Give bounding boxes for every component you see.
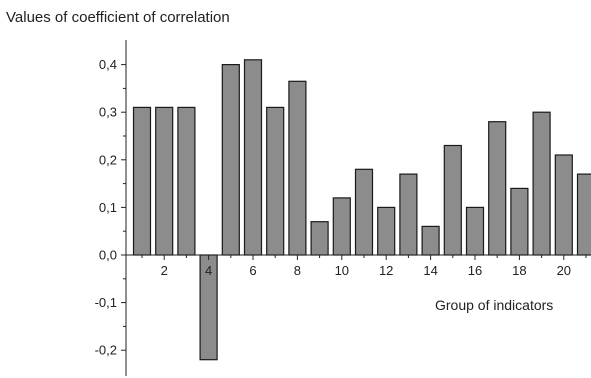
x-ticks-group: 2 4 6 8 10 12 14 16 18 20	[141, 255, 587, 278]
x-tick-label: 16	[468, 263, 482, 278]
bar-19	[532, 111, 551, 256]
bar-15	[443, 144, 462, 256]
bar-6	[243, 59, 263, 256]
y-tick-label: 0,1	[99, 200, 117, 215]
x-tick-label: 14	[423, 263, 437, 278]
y-tick-label: 0,4	[99, 57, 117, 72]
bar-18	[510, 187, 529, 256]
bar-13	[399, 173, 418, 256]
bar-11	[354, 168, 374, 256]
bar-5	[221, 63, 240, 256]
bar-21	[576, 173, 591, 256]
x-tick-label: 4	[205, 263, 212, 278]
bar-20	[554, 154, 573, 256]
x-tick-label: 10	[335, 263, 349, 278]
bar-9	[310, 221, 329, 256]
y-tick-label: 0,0	[99, 248, 117, 263]
bar-12	[377, 206, 396, 256]
bar-8	[288, 80, 307, 256]
x-tick-label: 20	[557, 263, 571, 278]
x-tick-label: 6	[249, 263, 256, 278]
bar-2	[155, 106, 174, 256]
x-axis-label: Group of indicators	[435, 297, 554, 313]
y-ticks-group: 0,4 0,3 0,2 0,1 0,0 -0,1 -0,2	[95, 57, 126, 358]
bar-1	[132, 106, 152, 256]
y-tick-label: -0,2	[95, 343, 117, 358]
bar-17	[488, 121, 507, 256]
x-tick-label: 8	[294, 263, 301, 278]
bar-7	[266, 106, 285, 256]
axes-group	[125, 40, 591, 376]
x-tick-label: 12	[379, 263, 393, 278]
y-tick-label: 0,3	[99, 105, 117, 120]
x-tick-label: 18	[512, 263, 526, 278]
bar-3	[177, 106, 196, 256]
bar-14	[421, 225, 440, 256]
bar-16	[465, 206, 485, 256]
y-tick-label: -0,1	[95, 295, 117, 310]
x-tick-label: 2	[161, 263, 168, 278]
y-tick-label: 0,2	[99, 152, 117, 167]
bar-10	[332, 197, 351, 256]
chart-title: Values of coefficient of correlation	[6, 9, 230, 26]
bars-group	[132, 59, 591, 361]
